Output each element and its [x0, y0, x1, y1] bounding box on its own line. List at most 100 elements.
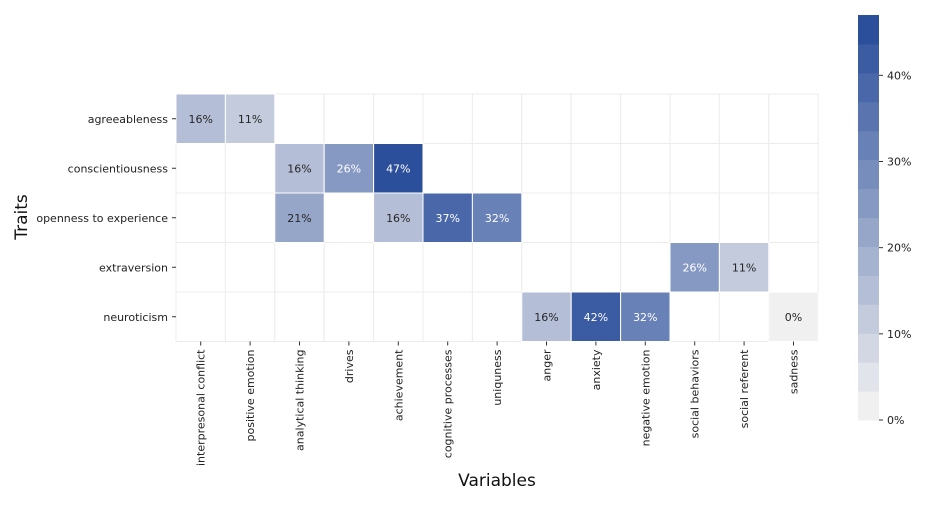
cell-value-label: 16%	[534, 311, 558, 324]
colorbar-step	[858, 304, 879, 334]
heatmap-empty-cell	[570, 93, 622, 144]
heatmap-empty-cell	[620, 93, 671, 144]
x-tick-label: anxiety	[590, 349, 603, 390]
heatmap-empty-cell	[768, 143, 819, 194]
cell-value-label: 32%	[633, 311, 657, 324]
colorbar-tick-label: 0%	[887, 414, 904, 427]
cell-value-label: 11%	[238, 113, 262, 126]
heatmap-empty-cell	[620, 242, 671, 293]
heatmap-cell	[669, 242, 720, 293]
colorbar-step	[858, 101, 879, 132]
y-tick-label: conscientiousness	[68, 162, 169, 175]
heatmap-empty-cell	[422, 93, 473, 144]
heatmap-cell	[323, 143, 375, 194]
heatmap-empty-cell	[373, 93, 424, 144]
heatmap-empty-cell	[224, 143, 276, 194]
heatmap-empty-cell	[570, 242, 622, 293]
heatmap-empty-cell	[669, 143, 720, 194]
x-tick-label: cognitive processes	[442, 349, 455, 458]
cell-value-label: 16%	[386, 212, 410, 225]
heatmap-empty-cell	[224, 242, 276, 293]
colorbar-step	[858, 43, 879, 74]
heatmap-cell	[521, 291, 572, 342]
colorbar-step	[858, 72, 879, 103]
heatmap-empty-cell	[669, 291, 720, 342]
heatmap-empty-cell	[471, 242, 523, 293]
heatmap-empty-cell	[718, 192, 770, 243]
cell-value-label: 26%	[682, 261, 706, 274]
heatmap-empty-cell	[718, 93, 770, 144]
colorbar-tick-label: 20%	[887, 242, 911, 255]
heatmap-cell	[373, 192, 424, 243]
cell-value-label: 37%	[435, 212, 459, 225]
heatmap-empty-cell	[471, 143, 523, 194]
heatmap-cell	[768, 291, 819, 342]
x-tick-label: drives	[343, 349, 356, 383]
x-tick-label: analytical thinking	[294, 350, 307, 451]
heatmap-cell	[718, 242, 770, 293]
heatmap-empty-cell	[175, 192, 226, 243]
heatmap-empty-cell	[373, 291, 424, 342]
heatmap-empty-cell	[323, 192, 375, 243]
colorbar-step	[858, 130, 879, 161]
heatmap-empty-cell	[323, 93, 375, 144]
colorbar-tick-label: 40%	[887, 69, 911, 82]
colorbar: 0% 10% 20% 30% 40%	[858, 15, 911, 427]
x-tick-label: interpresonal conflict	[195, 349, 208, 466]
heatmap-cell	[471, 192, 523, 243]
heatmap-empty-cell	[718, 291, 770, 342]
heatmap-empty-cell	[323, 242, 375, 293]
cell-value-label: 42%	[584, 311, 608, 324]
colorbar-step	[858, 275, 879, 305]
colorbar-step	[858, 333, 879, 363]
heatmap-empty-cell	[175, 291, 226, 342]
heatmap-cell	[570, 291, 622, 342]
heatmap-empty-cell	[274, 291, 325, 342]
cell-value-label: 32%	[485, 212, 509, 225]
colorbar-step	[858, 362, 879, 392]
heatmap-cell	[620, 291, 671, 342]
heatmap-empty-cell	[570, 192, 622, 243]
heatmap-empty-cell	[620, 143, 671, 194]
x-tick-label: social behaviors	[689, 349, 702, 438]
y-tick-label: agreeableness	[88, 113, 169, 126]
heatmap-empty-cell	[274, 93, 325, 144]
y-tick-labels: agreeableness conscientiousness openness t…	[36, 113, 176, 324]
x-axis-title: Variables	[458, 471, 536, 491]
heatmap-cell	[422, 192, 473, 243]
heatmap-empty-cell	[471, 93, 523, 144]
heatmap-empty-cell	[669, 93, 720, 144]
colorbar-step	[858, 188, 879, 218]
y-axis-title: Traits	[12, 194, 32, 241]
cell-value-label: 11%	[732, 261, 756, 274]
x-tick-label: uniquness	[491, 349, 504, 405]
heatmap-empty-cell	[521, 93, 572, 144]
cell-value-label: 47%	[386, 162, 410, 175]
x-tick-labels: interpresonal conflict positive emotion an…	[195, 341, 801, 466]
heatmap-empty-cell	[422, 291, 473, 342]
colorbar-step	[858, 159, 879, 190]
heatmap-empty-cell	[175, 143, 226, 194]
heatmap-cell	[224, 93, 276, 144]
heatmap-empty-cell	[422, 242, 473, 293]
heatmap-empty-cell	[422, 143, 473, 194]
heatmap-empty-cell	[521, 242, 572, 293]
y-tick-label: openness to experience	[36, 212, 168, 225]
cell-value-label: 21%	[287, 212, 311, 225]
cell-value-label: 16%	[287, 162, 311, 175]
heatmap-empty-cell	[521, 143, 572, 194]
heatmap-empty-cell	[570, 143, 622, 194]
colorbar-step	[858, 15, 879, 45]
colorbar-tick-label: 10%	[887, 328, 911, 341]
heatmap-empty-cell	[768, 242, 819, 293]
heatmap-empty-cell	[620, 192, 671, 243]
x-tick-label: negative emotion	[639, 349, 652, 446]
colorbar-step	[858, 391, 879, 421]
heatmap-empty-cell	[224, 291, 276, 342]
heatmap-empty-cell	[274, 242, 325, 293]
heatmap-cell	[274, 143, 325, 194]
heatmap-empty-cell	[521, 192, 572, 243]
cell-value-label: 0%	[785, 311, 802, 324]
